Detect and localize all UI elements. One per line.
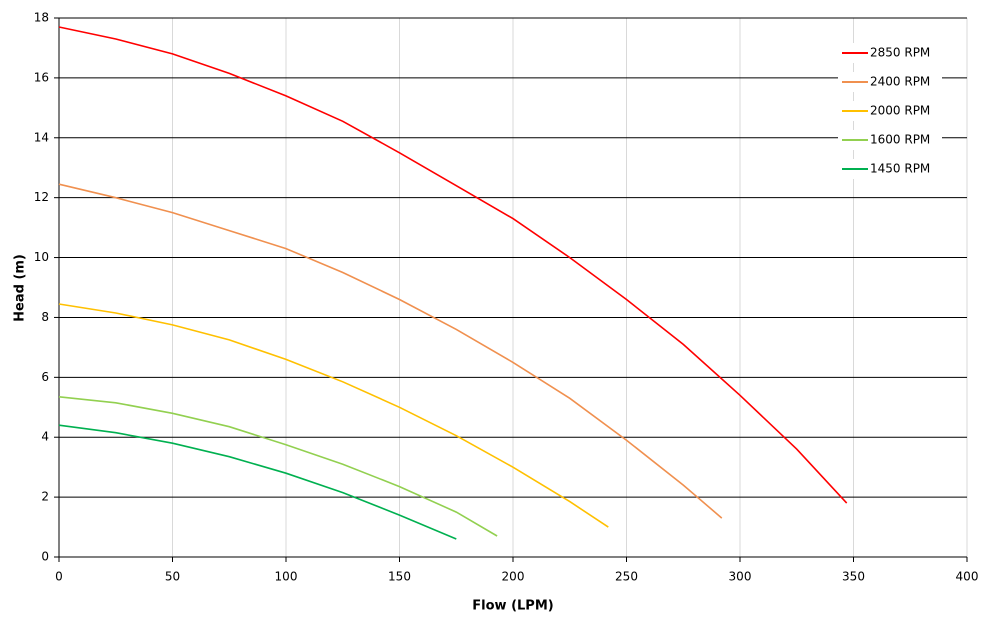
y-tick-label: 18 — [34, 11, 49, 25]
series-line — [58, 183, 723, 519]
legend-label: 1600 RPM — [870, 133, 930, 147]
x-tick-label: 200 — [502, 570, 525, 584]
x-tick-label: 300 — [729, 570, 752, 584]
y-axis-label: Head (m) — [13, 254, 28, 322]
series-line — [58, 303, 609, 528]
series-line — [58, 396, 498, 537]
y-tick-label: 8 — [41, 310, 49, 324]
legend-label: 1450 RPM — [870, 162, 930, 176]
y-tick-label: 4 — [41, 430, 49, 444]
legend-bg — [838, 72, 942, 92]
y-tick-label: 0 — [41, 550, 49, 564]
y-tick-label: 10 — [34, 250, 49, 264]
x-tick-label: 400 — [956, 570, 979, 584]
legend-label: 2000 RPM — [870, 104, 930, 118]
x-axis-label: Flow (LPM) — [472, 599, 553, 614]
legend-bg — [838, 101, 942, 121]
x-tick-label: 350 — [842, 570, 865, 584]
y-tick-label: 14 — [34, 130, 49, 144]
legend-bg — [838, 43, 942, 63]
x-tick-label: 0 — [55, 570, 63, 584]
legend-bg — [838, 130, 942, 150]
y-tick-label: 12 — [34, 190, 49, 204]
y-tick-label: 6 — [41, 370, 49, 384]
x-tick-label: 150 — [388, 570, 411, 584]
legend-label: 2400 RPM — [870, 75, 930, 89]
x-tick-label: 50 — [165, 570, 180, 584]
series-line — [58, 26, 848, 504]
legend-bg — [838, 159, 942, 179]
series-line — [58, 424, 457, 540]
y-tick-label: 2 — [41, 490, 49, 504]
legend-label: 2850 RPM — [870, 46, 930, 60]
x-tick-label: 100 — [275, 570, 298, 584]
y-tick-label: 16 — [34, 70, 49, 84]
x-tick-label: 250 — [615, 570, 638, 584]
